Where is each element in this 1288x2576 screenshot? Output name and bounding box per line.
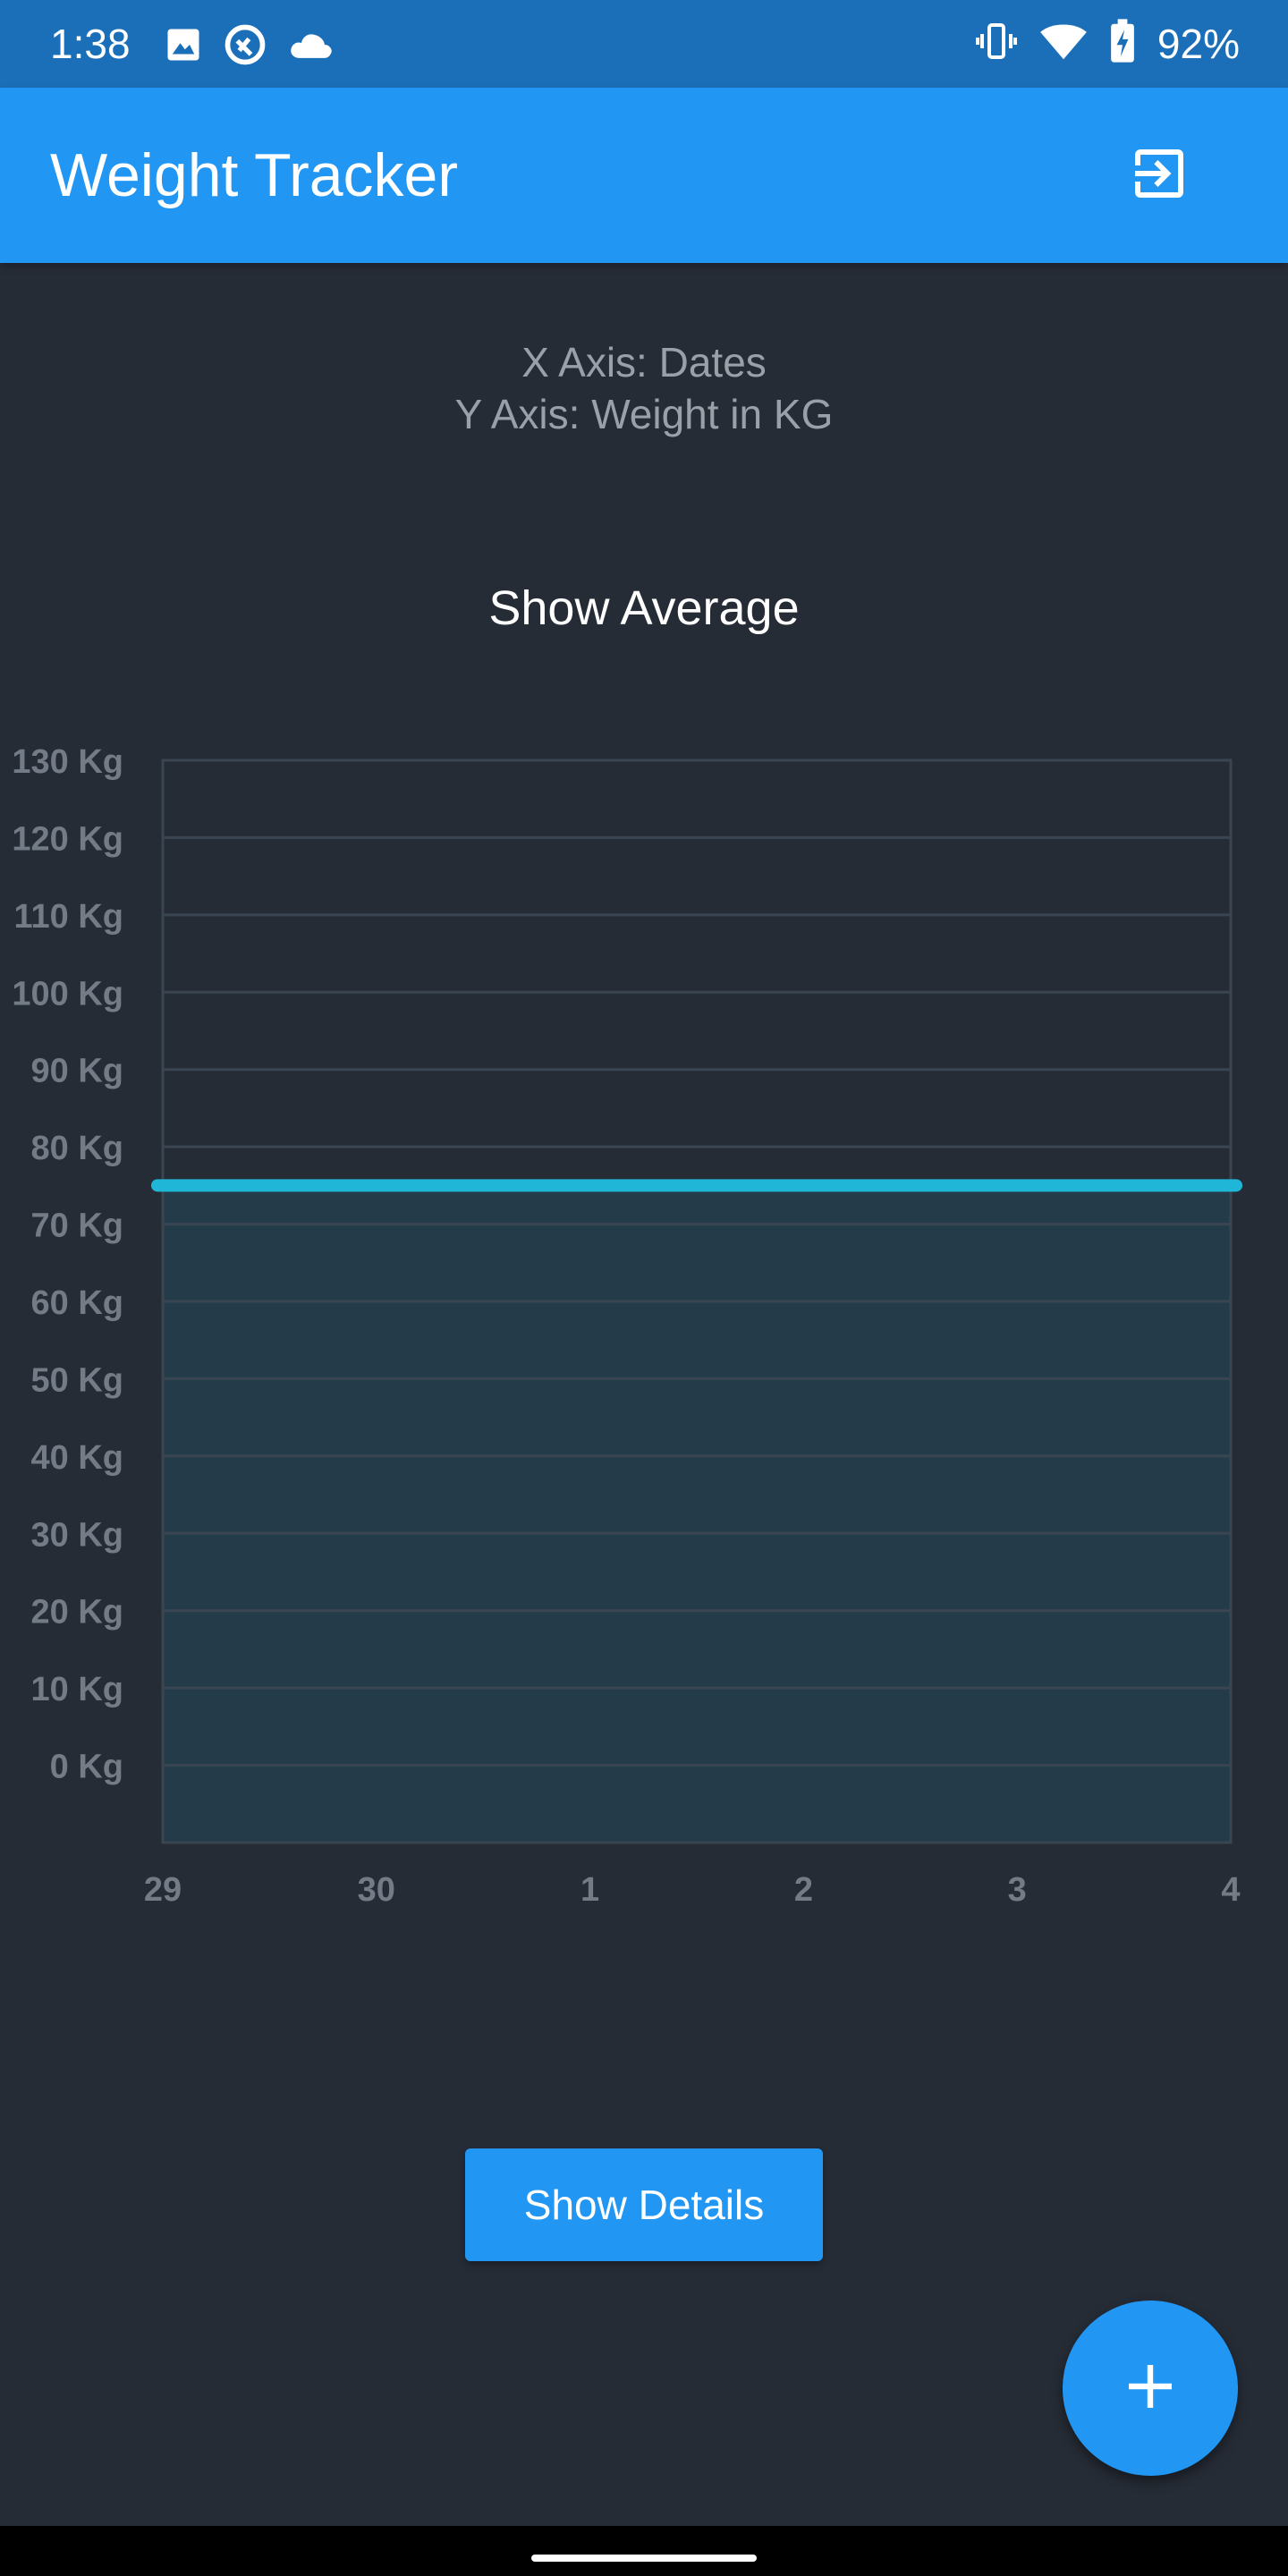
status-icons-left: [165, 21, 335, 72]
battery-charging-icon: [1109, 18, 1136, 69]
y-tick-label: 80 Kg: [31, 1130, 123, 1167]
navigation-bar: [0, 2526, 1288, 2576]
image-icon: [165, 26, 202, 68]
y-tick-label: 50 Kg: [31, 1361, 123, 1399]
battery-percentage: 92%: [1157, 20, 1240, 67]
axis-info: X Axis: Dates Y Axis: Weight in KG: [0, 336, 1288, 440]
show-details-button[interactable]: Show Details: [465, 2148, 823, 2261]
status-bar: 1:38 92%: [0, 0, 1288, 88]
y-tick-label: 20 Kg: [31, 1594, 123, 1631]
app-bar: Weight Tracker: [0, 88, 1288, 263]
plot-border: [161, 758, 1233, 1844]
wifi-icon: [1039, 20, 1088, 67]
y-tick-label: 120 Kg: [12, 820, 123, 858]
y-axis-info: Y Axis: Weight in KG: [454, 391, 834, 437]
cloud-icon: [288, 26, 335, 68]
y-tick-label: 110 Kg: [13, 898, 123, 936]
vibrate-icon: [975, 20, 1018, 67]
y-tick-label: 30 Kg: [31, 1516, 123, 1554]
x-tick-label: 2: [794, 1871, 813, 1909]
y-tick-label: 0 Kg: [50, 1749, 123, 1786]
x-tick-label: 4: [1221, 1871, 1240, 1909]
y-tick-label: 70 Kg: [31, 1208, 123, 1245]
x-axis-info: X Axis: Dates: [521, 339, 767, 386]
add-icon: [1122, 2358, 1179, 2419]
y-tick-label: 60 Kg: [31, 1284, 123, 1322]
y-tick-label: 100 Kg: [12, 975, 123, 1013]
add-entry-fab[interactable]: [1063, 2301, 1238, 2476]
x-tick-label: 1: [580, 1871, 599, 1909]
y-tick-label: 130 Kg: [12, 743, 123, 781]
status-icons-right: 92%: [975, 18, 1240, 69]
x-tick-label: 29: [144, 1871, 182, 1909]
data-saver-icon: [222, 21, 268, 72]
x-tick-label: 3: [1008, 1871, 1027, 1909]
series-area: [163, 1185, 1231, 1843]
y-tick-label: 10 Kg: [31, 1671, 123, 1708]
app-title: Weight Tracker: [50, 141, 459, 209]
show-average-button[interactable]: Show Average: [488, 581, 800, 635]
logout-icon: [1127, 141, 1191, 210]
home-gesture-handle[interactable]: [531, 2555, 757, 2562]
status-time: 1:38: [50, 21, 131, 67]
logout-button[interactable]: [1123, 140, 1195, 211]
y-tick-label: 40 Kg: [31, 1439, 123, 1477]
y-tick-label: 90 Kg: [31, 1053, 123, 1090]
x-tick-label: 30: [358, 1871, 395, 1909]
